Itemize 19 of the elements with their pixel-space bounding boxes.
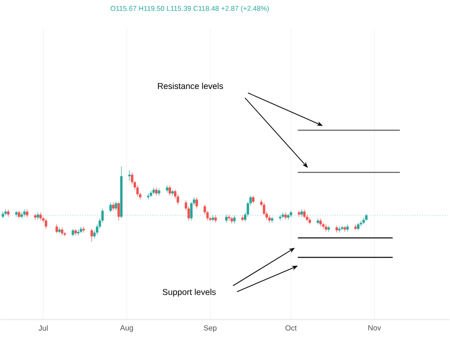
candlestick (241, 215, 244, 222)
candlestick (58, 227, 61, 234)
candlestick (168, 185, 172, 196)
candlestick (354, 224, 357, 231)
candlestick (303, 209, 306, 219)
candlestick (360, 220, 362, 227)
candlestick (171, 190, 174, 196)
candlestick (196, 197, 198, 209)
candlestick (109, 202, 112, 213)
candlestick (228, 214, 230, 221)
text: Resistance levels (158, 82, 224, 90)
text: Support levels (162, 288, 216, 297)
candlestick (90, 228, 93, 242)
candlestick (117, 202, 120, 221)
candlestick (56, 224, 58, 234)
candlestick (319, 218, 322, 227)
candlestick (324, 224, 328, 232)
candlestick (158, 188, 160, 196)
candlestick (128, 170, 131, 182)
